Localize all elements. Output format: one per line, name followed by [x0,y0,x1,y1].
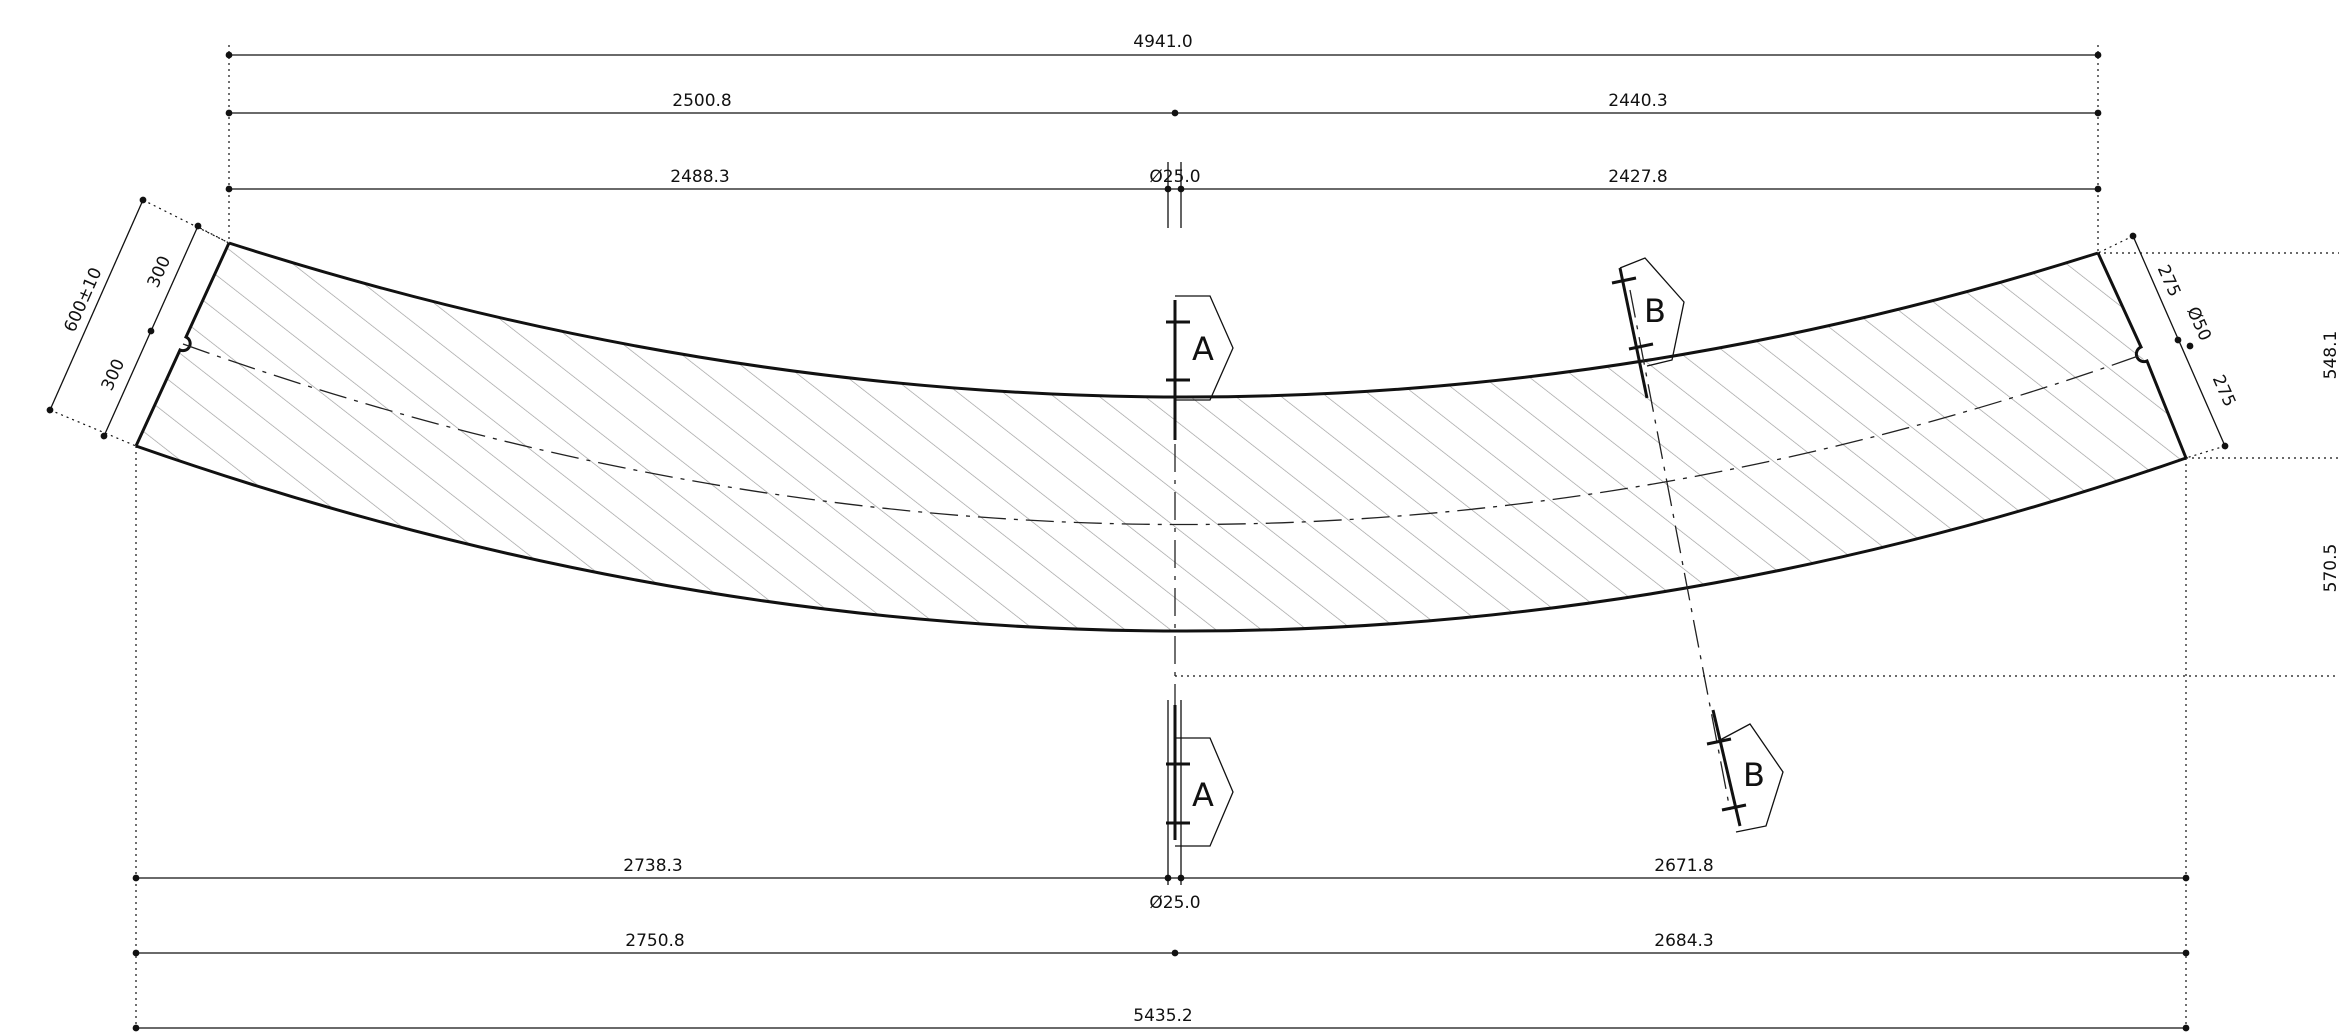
right-end-dimensions: 275 Ø50 275 548.1 570.5 [2097,232,2339,593]
section-a-marker-top: A [1166,295,1234,440]
beam-body [134,241,2188,633]
dim-right-end-upper: 275 [2153,262,2184,300]
dim-bottom-overall: 5435.2 [1133,1006,1192,1026]
section-b-marker-bottom: B [1706,709,1784,833]
beam-top-edge [228,241,2099,399]
dim-top-left-inner: 2488.3 [670,167,729,187]
section-b-axis [1629,289,1731,811]
dim-bottom-right-half: 2684.3 [1654,931,1713,951]
dim-left-end-total: 600±10 [60,265,106,336]
section-b-label-bottom: B [1743,756,1765,794]
dim-right-end-lower: 275 [2208,372,2239,410]
beam-bottom-edge [135,444,2187,633]
dim-top-left-half: 2500.8 [672,91,731,111]
dim-bottom-left-half: 2750.8 [625,931,684,951]
section-a-label-bottom: A [1192,776,1214,814]
section-a-marker-bottom: A [1166,705,1234,847]
beam-hatch-fill [136,243,2186,632]
dim-top-hole: Ø25.0 [1149,167,1200,187]
dim-top-overall: 4941.0 [1133,32,1192,52]
dim-left-end-lower: 300 [98,356,129,394]
section-b-label-top: B [1644,292,1666,330]
dim-right-height-upper: 548.1 [2321,331,2339,380]
bottom-dimensions: 2738.3 2671.8 Ø25.0 2750.8 2684.3 5435.2 [132,700,2190,1032]
dim-bottom-right-inner: 2671.8 [1654,856,1713,876]
top-dimensions: 4941.0 2500.8 2440.3 2488.3 Ø25.0 2427.8 [225,32,2102,228]
section-b-marker-top: B [1611,257,1685,399]
dim-left-end-upper: 300 [144,253,175,291]
dim-top-right-inner: 2427.8 [1608,167,1667,187]
dim-right-height-lower: 570.5 [2321,544,2339,593]
dim-right-end-hole: Ø50 [2182,304,2215,344]
section-a-label-top: A [1192,330,1214,368]
dim-bottom-hole: Ø25.0 [1149,893,1200,913]
section-markers: A A B B [1166,257,1784,847]
dim-top-right-half: 2440.3 [1608,91,1667,111]
beam-centerline [182,343,2145,526]
dim-bottom-left-inner: 2738.3 [623,856,682,876]
